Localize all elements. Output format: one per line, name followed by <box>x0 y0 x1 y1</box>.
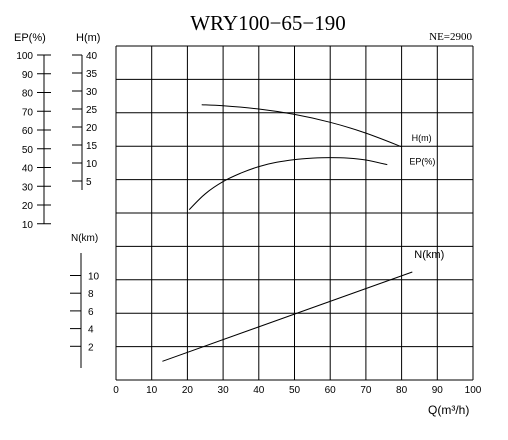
x-tick-label: 10 <box>146 385 158 396</box>
x-tick-label: 50 <box>289 385 301 396</box>
x-tick-label: 20 <box>182 385 194 396</box>
ep-tick-label: 100 <box>16 51 33 62</box>
x-axis-label: Q(m³/h) <box>428 403 469 417</box>
x-tick-label: 80 <box>396 385 408 396</box>
x-tick-label: 90 <box>432 385 444 396</box>
ep-tick-label: 80 <box>22 89 34 100</box>
ep-tick-label: 60 <box>22 126 34 137</box>
grid <box>115 45 474 381</box>
ep-axis: 100 90 80 70 60 50 40 30 20 10 <box>16 51 51 231</box>
h-tick-label: 25 <box>86 105 98 116</box>
series-n-label: N(km) <box>414 249 444 261</box>
x-tick-label: 40 <box>253 385 265 396</box>
series-n-line <box>162 271 413 362</box>
series-ep-line <box>188 157 388 211</box>
x-axis: 0 10 20 30 40 50 60 70 80 90 100 <box>113 385 482 396</box>
ep-tick-label: 40 <box>22 164 34 175</box>
x-tick-label: 30 <box>218 385 230 396</box>
ep-tick-label: 20 <box>22 201 34 212</box>
series-ep-label: EP(%) <box>409 157 435 167</box>
h-tick-label: 10 <box>86 159 98 170</box>
x-tick-label: 60 <box>325 385 337 396</box>
h-tick-label: 35 <box>86 69 98 80</box>
n-axis: 10 8 6 4 2 <box>70 253 100 368</box>
n-tick-label: 6 <box>88 307 94 318</box>
x-tick-label: 70 <box>360 385 372 396</box>
x-tick-label: 0 <box>113 385 119 396</box>
x-tick-label: 100 <box>465 385 482 396</box>
ep-tick-label: 10 <box>22 220 34 231</box>
chart-title: WRY100−65−190 <box>190 11 346 35</box>
h-tick-label: 15 <box>86 141 98 152</box>
speed-label: NE=2900 <box>429 31 472 43</box>
h-tick-label: 5 <box>86 177 92 188</box>
n-tick-label: 2 <box>88 342 94 353</box>
ep-tick-label: 50 <box>22 145 34 156</box>
h-tick-label: 30 <box>86 87 98 98</box>
n-tick-label: 8 <box>88 289 94 300</box>
ep-tick-label: 90 <box>22 70 34 81</box>
ep-axis-label: EP(%) <box>14 32 46 44</box>
n-tick-label: 4 <box>88 325 94 336</box>
h-axis: 40 35 30 25 20 15 10 5 <box>72 51 98 190</box>
h-tick-label: 40 <box>86 51 98 62</box>
curves: H(m) EP(%) N(km) <box>162 104 444 362</box>
ep-tick-label: 30 <box>22 182 34 193</box>
series-h-line <box>201 104 402 148</box>
series-h-label: H(m) <box>412 133 432 143</box>
n-tick-label: 10 <box>88 272 100 283</box>
h-tick-label: 20 <box>86 123 98 134</box>
ep-tick-label: 70 <box>22 107 34 118</box>
n-axis-label: N(km) <box>71 233 98 244</box>
h-axis-label: H(m) <box>76 32 100 44</box>
